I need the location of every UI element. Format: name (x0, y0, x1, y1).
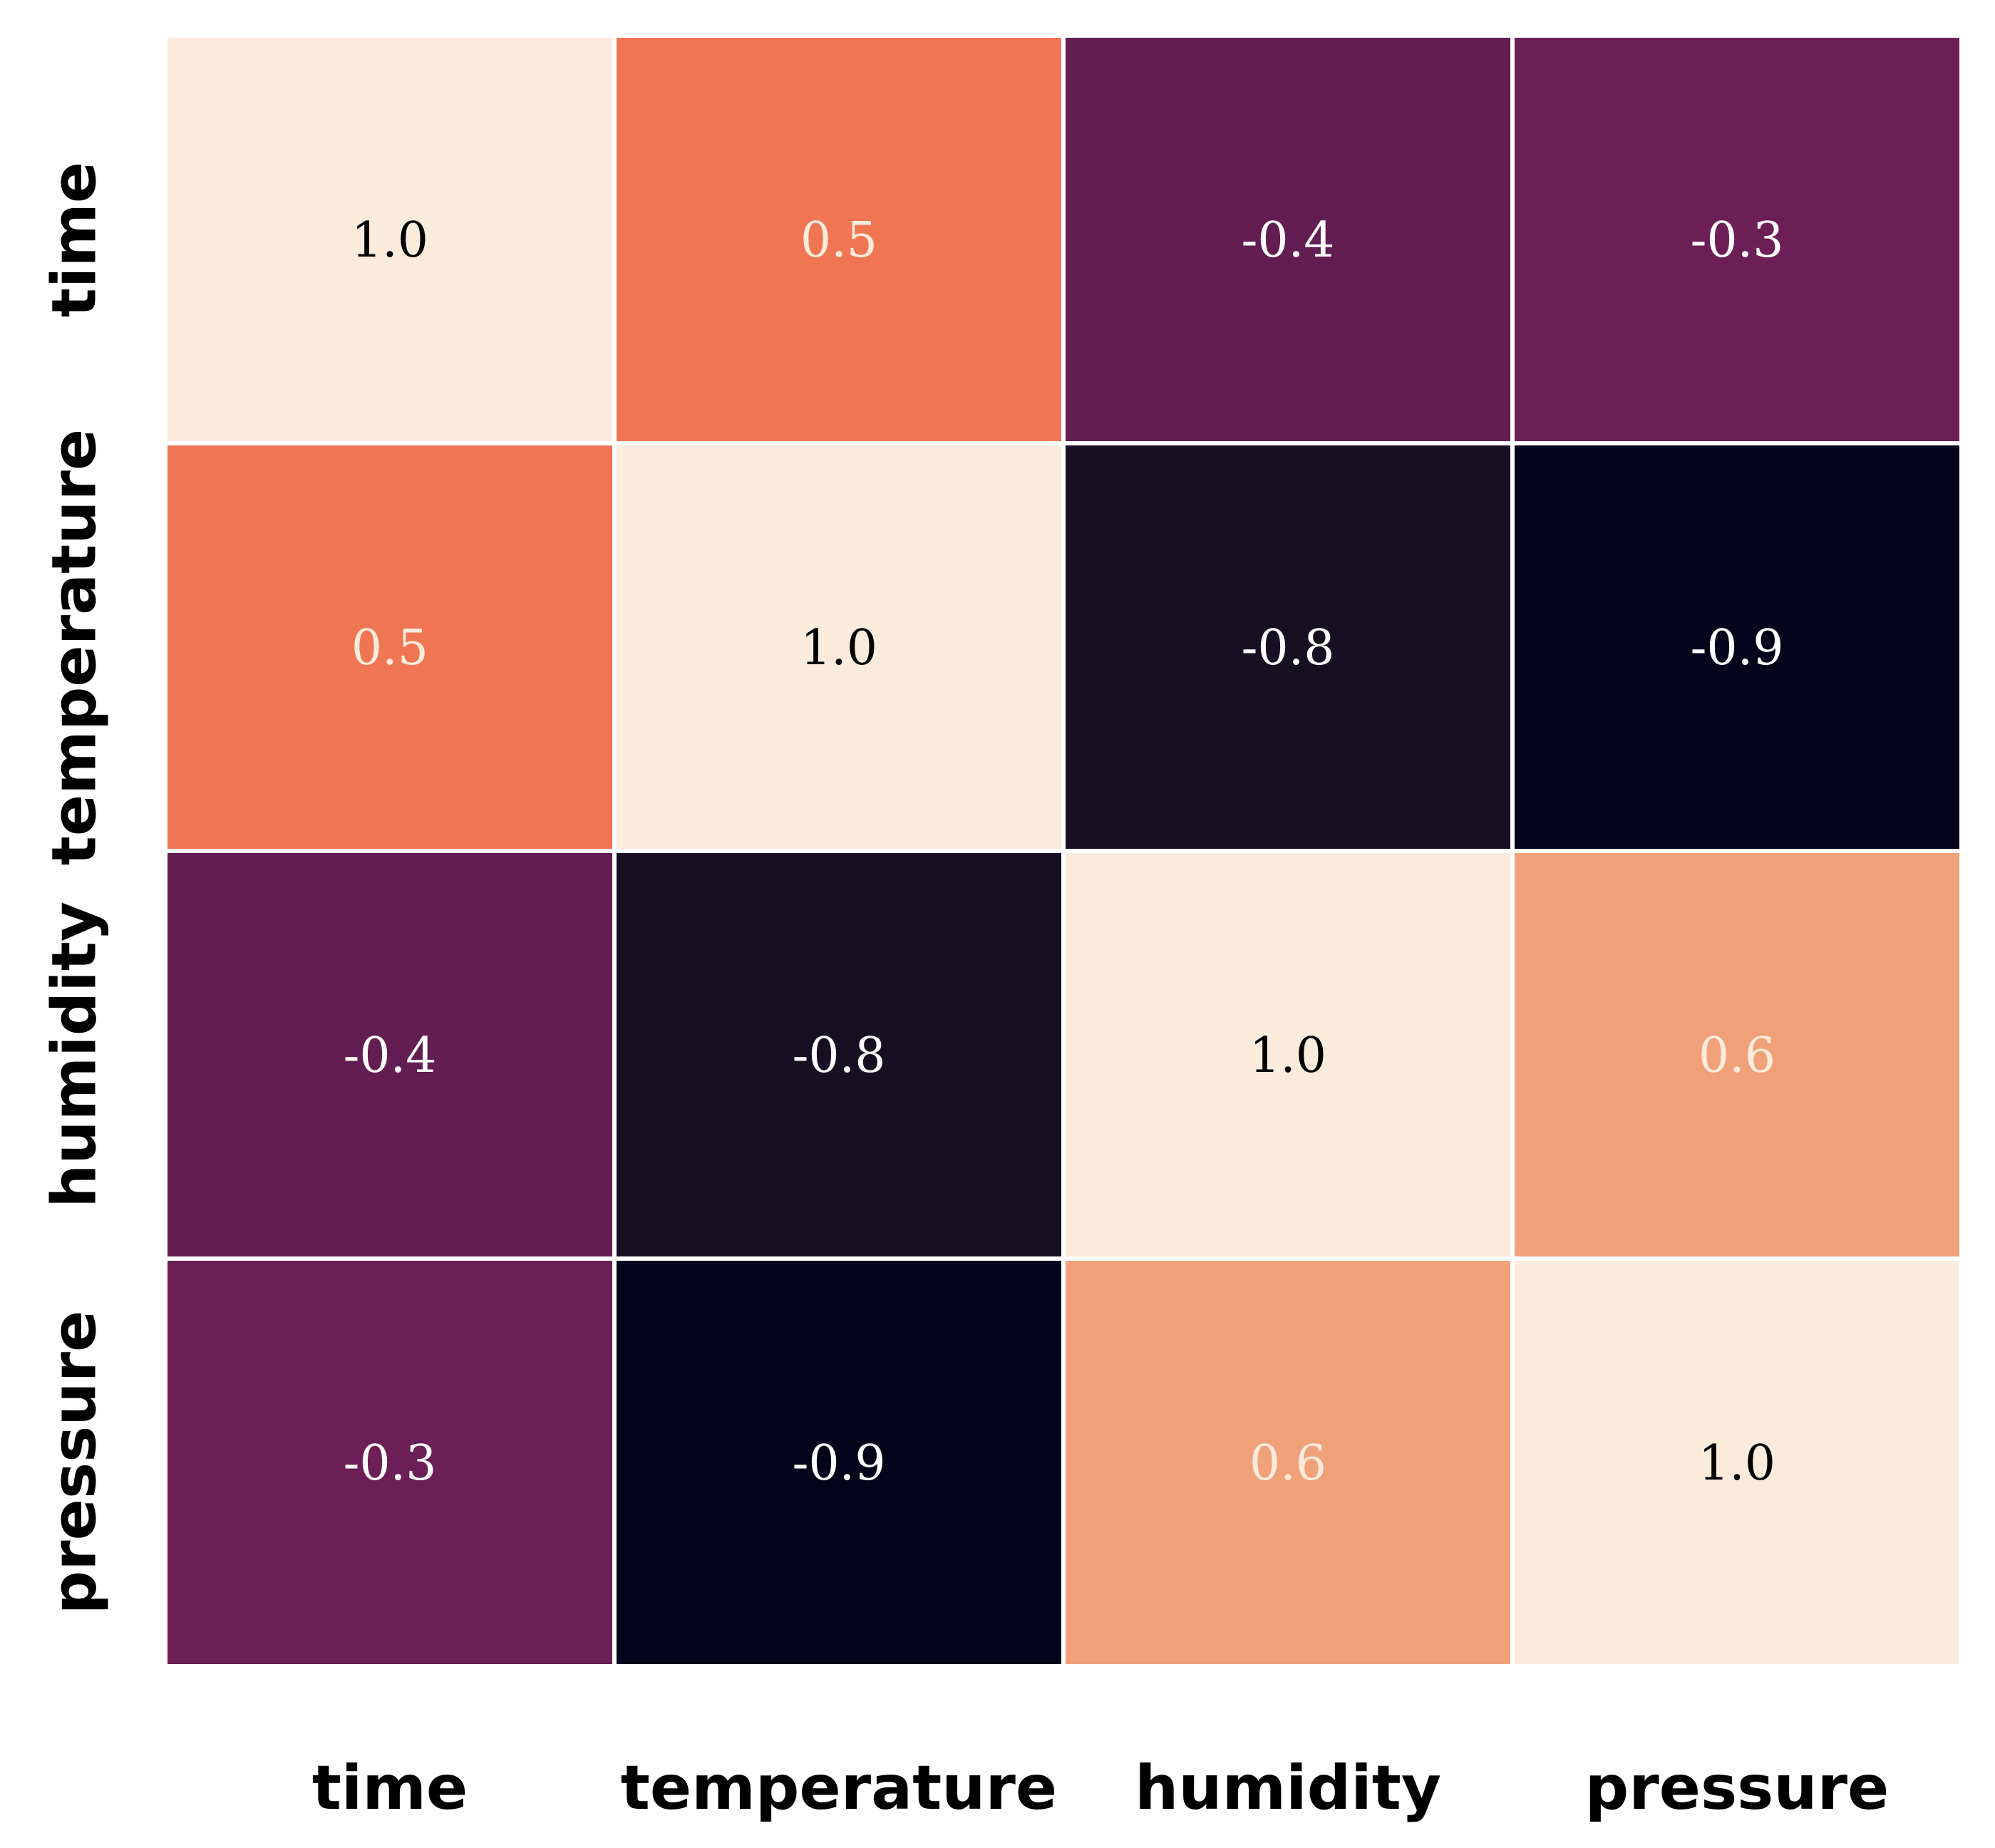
cell-value-label: 0.5 (800, 212, 877, 269)
cell-value-label: 0.6 (1249, 1435, 1326, 1492)
y-tick-label-humidity: humidity (38, 902, 110, 1208)
heatmap-cell-pressure-humidity (1066, 1261, 1510, 1664)
cell-value-label: 1.0 (1249, 1028, 1326, 1084)
x-axis-tick-labels: time temperature humidity pressure (312, 1752, 1890, 1824)
heatmap-cell-time-humidity (1066, 38, 1510, 441)
cell-value-label: -0.3 (1690, 212, 1783, 269)
heatmap-cell-humidity-temperature (617, 853, 1061, 1256)
heatmap-cell-time-pressure (1515, 38, 1959, 441)
cell-value-label: 1.0 (800, 620, 877, 676)
cell-value-label: 1.0 (1698, 1435, 1775, 1492)
y-tick-label-pressure: pressure (38, 1311, 110, 1615)
x-tick-label-temperature: temperature (621, 1752, 1057, 1824)
heatmap-cell-time-temperature (617, 38, 1061, 441)
heatmap-cell-humidity-pressure (1515, 853, 1959, 1256)
heatmap-cell-temperature-humidity (1066, 445, 1510, 849)
cell-value-label: -0.9 (1690, 620, 1783, 676)
cell-value-label: -0.3 (343, 1435, 436, 1492)
cell-value-label: 1.0 (351, 212, 428, 269)
heatmap-cell-humidity-humidity (1066, 853, 1510, 1256)
heatmap-cells (165, 36, 1962, 1666)
cell-value-label: 0.5 (351, 620, 428, 676)
cell-value-label: -0.4 (1241, 212, 1334, 269)
x-tick-label-time: time (312, 1752, 468, 1824)
heatmap-cell-pressure-temperature (617, 1261, 1061, 1664)
heatmap-cell-time-time (167, 38, 612, 441)
heatmap-cell-temperature-temperature (617, 445, 1061, 849)
y-tick-label-time: time (38, 162, 110, 318)
y-axis-tick-labels: time temperature humidity pressure (38, 162, 110, 1615)
heatmap-cell-temperature-pressure (1515, 445, 1959, 849)
heatmap-cell-pressure-time (167, 1261, 612, 1664)
cell-value-label: 0.6 (1698, 1028, 1775, 1084)
cell-value-label: -0.9 (792, 1435, 885, 1492)
x-tick-label-humidity: humidity (1135, 1752, 1441, 1824)
heatmap-cell-temperature-time (167, 445, 612, 849)
y-tick-label-temperature: temperature (38, 429, 110, 865)
cell-value-label: -0.4 (343, 1028, 436, 1084)
cell-value-label: -0.8 (1241, 620, 1334, 676)
cell-value-label: -0.8 (792, 1028, 885, 1084)
x-tick-label-pressure: pressure (1585, 1752, 1890, 1824)
heatmap-cell-humidity-time (167, 853, 612, 1256)
heatmap-cell-pressure-pressure (1515, 1261, 1959, 1664)
heatmap-value-labels: 1.0 0.5 -0.4 -0.3 0.5 1.0 -0.8 -0.9 -0.4 -0.8 1.0 0… (343, 212, 1783, 1492)
